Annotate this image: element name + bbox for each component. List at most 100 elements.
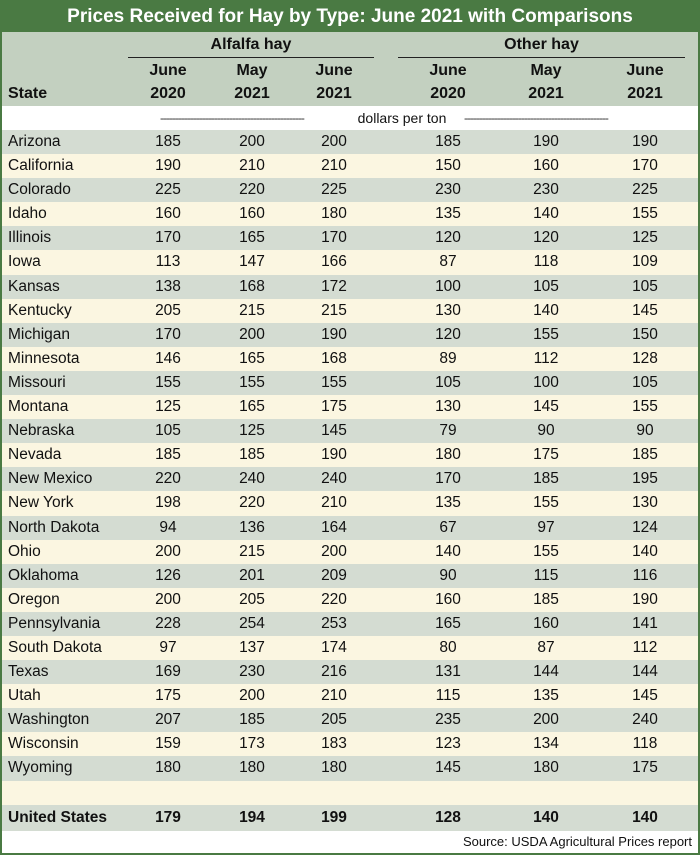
table-body: Arizona 185 200 200 185 190 190 California 190 21… (2, 130, 698, 853)
table-row: New Mexico 220 240 240 170 185 195 (2, 467, 698, 492)
price-cell: 253 (321, 614, 347, 632)
price-cell: 200 (321, 542, 347, 560)
table-row: Michigan 170 200 190 120 155 150 (2, 322, 698, 347)
price-cell: 135 (435, 205, 461, 223)
price-cell: 113 (155, 253, 181, 271)
price-cell: 185 (155, 133, 181, 150)
price-cell: 155 (533, 542, 559, 560)
price-cell: 210 (321, 494, 347, 512)
price-cell: 134 (533, 735, 559, 753)
price-cell: 97 (537, 518, 555, 536)
state-name: Texas (8, 663, 49, 681)
table-title: Prices Received for Hay by Type: June 20… (2, 2, 698, 32)
price-cell: 210 (321, 157, 347, 175)
price-cell: 198 (155, 494, 181, 512)
price-cell: 230 (435, 181, 461, 199)
table-row: California 190 210 210 150 160 170 (2, 154, 698, 179)
price-cell: 200 (321, 133, 347, 150)
price-cell: 112 (632, 638, 658, 656)
price-cell: 220 (321, 590, 347, 608)
price-cell: 105 (632, 373, 658, 391)
units-dashes-right: ----------------------------------------… (464, 111, 609, 125)
state-name: Nevada (8, 446, 62, 464)
price-cell: 175 (321, 398, 347, 416)
price-cell: 164 (321, 518, 347, 536)
table-row: Minnesota 146 165 168 89 112 128 (2, 346, 698, 371)
table-row: Idaho 160 160 180 135 140 155 (2, 202, 698, 227)
price-cell: 185 (239, 711, 265, 729)
table-row: Wisconsin 159 173 183 123 134 118 (2, 732, 698, 757)
price-cell: 131 (435, 663, 461, 681)
price-cell: 210 (239, 157, 265, 175)
price-cell: 90 (636, 422, 654, 440)
price-cell: 172 (321, 277, 347, 295)
price-cell: 200 (239, 325, 265, 343)
price-cell: 136 (239, 518, 265, 536)
price-cell: 180 (533, 759, 559, 777)
price-cell: 137 (239, 638, 265, 656)
units-row: ----------------------------------------… (2, 106, 698, 130)
price-cell: 160 (239, 205, 265, 223)
table-row: Colorado 225 220 225 230 230 225 (2, 178, 698, 203)
table-row: Texas 169 230 216 131 144 144 (2, 660, 698, 685)
price-cell: 240 (239, 470, 265, 488)
state-name: Washington (8, 711, 90, 729)
price-cell: 150 (435, 157, 461, 175)
price-cell: 225 (321, 181, 347, 199)
state-name: Missouri (8, 373, 66, 391)
price-cell: 175 (155, 687, 181, 705)
price-cell: 235 (435, 711, 461, 729)
table-row: South Dakota 97 137 174 80 87 112 (2, 635, 698, 661)
price-cell: 207 (155, 711, 181, 729)
price-cell: 216 (321, 663, 347, 681)
price-cell: 168 (321, 349, 347, 367)
price-cell: 120 (435, 325, 461, 343)
price-cell: 80 (439, 638, 457, 656)
price-cell: 144 (533, 663, 559, 681)
price-cell: 228 (155, 614, 181, 632)
price-cell: 166 (321, 253, 347, 271)
price-cell: 160 (533, 614, 559, 632)
col-header-top: June (429, 62, 467, 79)
price-cell: 190 (155, 157, 181, 175)
price-cell: 87 (537, 638, 555, 656)
state-name: California (8, 157, 74, 175)
price-cell: 140 (533, 301, 559, 319)
price-cell: 90 (537, 422, 555, 440)
table-row: Oklahoma 126 201 209 90 115 116 (2, 563, 698, 588)
price-cell: 155 (155, 373, 181, 391)
price-cell: 138 (155, 277, 181, 295)
table-row: Wyoming 180 180 180 145 180 175 (2, 756, 698, 781)
col-header-top: June (626, 62, 664, 79)
price-cell: 180 (435, 446, 461, 464)
state-name: Wyoming (8, 759, 73, 777)
group-header-alfalfa: Alfalfa hay (210, 36, 292, 53)
state-name: Nebraska (8, 422, 75, 440)
state-name: Wisconsin (8, 735, 79, 753)
price-cell: 195 (632, 470, 658, 488)
price-cell: 220 (239, 181, 265, 199)
state-column-header: State (8, 85, 48, 102)
table-row: New York 198 220 210 135 155 130 (2, 491, 698, 516)
price-cell: 170 (321, 229, 347, 247)
price-cell: 155 (632, 205, 658, 223)
price-cell: 220 (155, 470, 181, 488)
price-cell: 130 (435, 301, 461, 319)
price-cell: 159 (155, 735, 181, 753)
price-cell: 190 (321, 446, 347, 464)
price-cell: 165 (239, 349, 265, 367)
total-cell: 140 (632, 808, 658, 826)
price-cell: 140 (632, 542, 658, 560)
price-cell: 215 (239, 301, 265, 319)
price-cell: 180 (155, 759, 181, 777)
table-row: Missouri 155 155 155 105 100 105 (2, 370, 698, 396)
price-cell: 97 (159, 638, 177, 656)
col-header-top: May (236, 62, 268, 79)
price-cell: 145 (435, 759, 461, 777)
group-header-other: Other hay (504, 36, 579, 53)
units-dashes-left: ----------------------------------------… (160, 111, 305, 125)
price-cell: 128 (632, 349, 658, 367)
state-name: Pennsylvania (8, 614, 101, 632)
price-cell: 200 (155, 542, 181, 560)
price-cell: 100 (533, 373, 559, 391)
